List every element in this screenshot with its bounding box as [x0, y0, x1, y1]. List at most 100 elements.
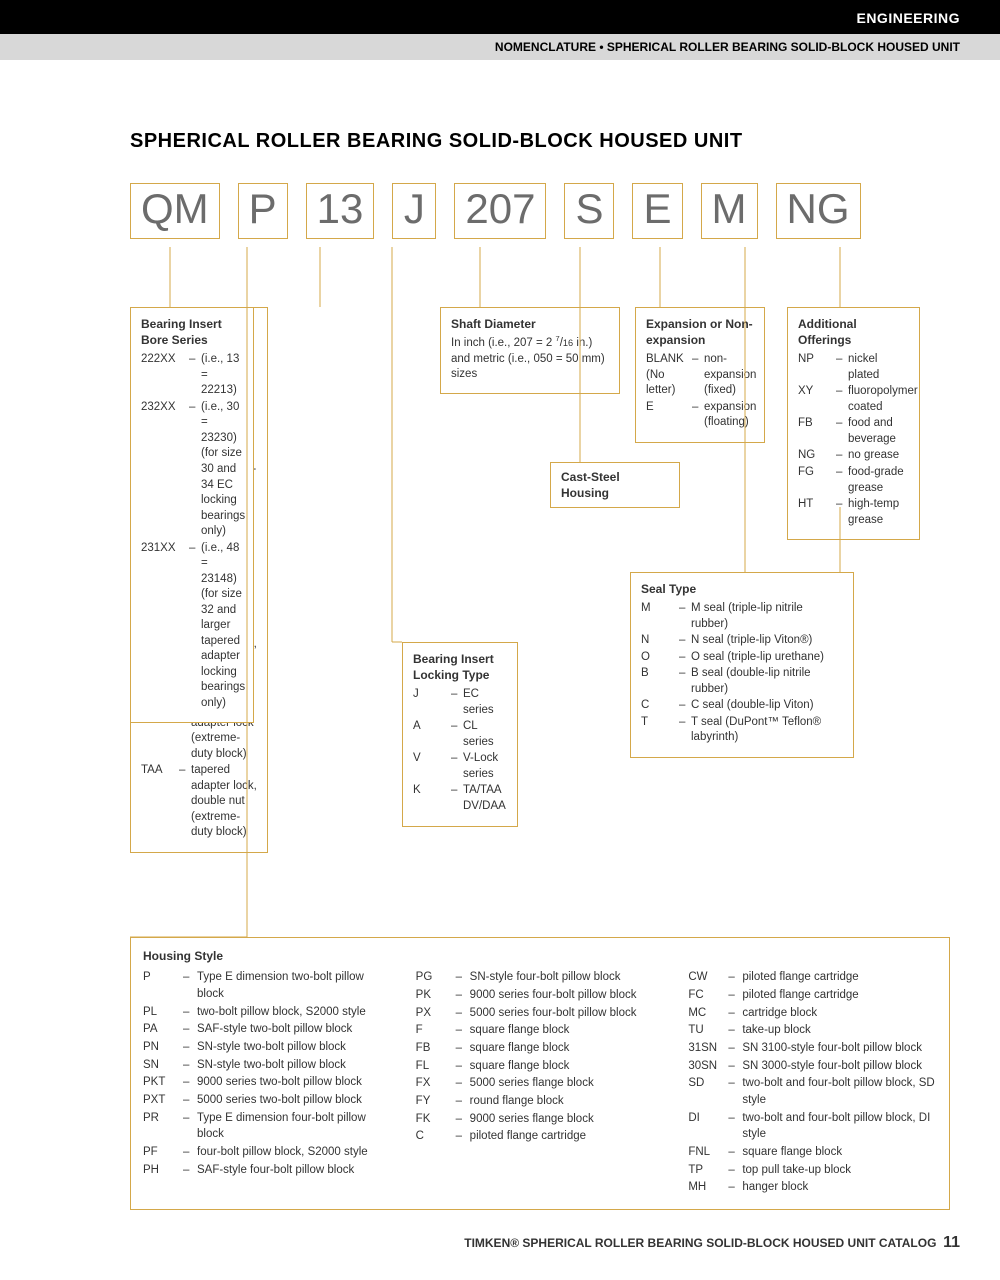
desc-item: 232XX – (i.e., 30 = 23230) (for size 30 …	[141, 400, 243, 540]
housing-text: piloted flange cartridge	[470, 1128, 665, 1145]
housing-text: SAF-style two-bolt pillow block	[197, 1021, 392, 1038]
desc-text: EC series	[463, 687, 507, 718]
desc-text: M seal (triple-lip nitrile rubber)	[691, 601, 843, 632]
housing-code: PR	[143, 1110, 183, 1143]
code-part-3: J	[392, 183, 436, 239]
subtitle-bar: NOMENCLATURE • SPHERICAL ROLLER BEARING …	[0, 34, 1000, 60]
code-part-0: QM	[130, 183, 220, 239]
housing-item: SN – SN-style two-bolt pillow block	[143, 1057, 392, 1074]
footer-text: TIMKEN® SPHERICAL ROLLER BEARING SOLID-B…	[464, 1236, 936, 1250]
housing-item: PG – SN-style four-bolt pillow block	[416, 969, 665, 986]
housing-code: PF	[143, 1144, 183, 1161]
desc-item: NG – no grease	[798, 448, 909, 464]
desc-text: food and beverage	[848, 416, 909, 447]
desc-item: FG – food-grade grease	[798, 465, 909, 496]
desc-text: food-grade grease	[848, 465, 909, 496]
housing-code: SD	[688, 1075, 728, 1108]
housing-code: PXT	[143, 1092, 183, 1109]
bore-series-box: Bearing Insert Bore Series 222XX – (i.e.…	[130, 307, 254, 723]
additional-title: Additional Offerings	[798, 316, 909, 348]
housing-text: two-bolt and four-bolt pillow block, DI …	[742, 1110, 937, 1143]
description-area: Locking Style QM – eccentric lock QA – c…	[130, 307, 950, 937]
housing-item: PF – four-bolt pillow block, S2000 style	[143, 1144, 392, 1161]
desc-text: (i.e., 13 = 22213)	[201, 352, 243, 399]
shaft-diameter-text: In inch (i.e., 207 = 2 7/16 in.) and met…	[451, 336, 609, 383]
desc-code: T	[641, 715, 679, 746]
desc-code: V	[413, 751, 451, 782]
housing-text: SN 3000-style four-bolt pillow block	[742, 1058, 937, 1075]
housing-item: PXT – 5000 series two-bolt pillow block	[143, 1092, 392, 1109]
desc-text: nickel plated	[848, 352, 909, 383]
section-label: ENGINEERING	[856, 10, 960, 26]
desc-text: O seal (triple-lip urethane)	[691, 650, 843, 666]
page-content: SPHERICAL ROLLER BEARING SOLID-BLOCK HOU…	[0, 60, 1000, 1210]
cast-steel-box: Cast-Steel Housing	[550, 462, 680, 508]
housing-code: SN	[143, 1057, 183, 1074]
locking-type-title: Bearing Insert Locking Type	[413, 651, 507, 683]
housing-text: SN-style four-bolt pillow block	[470, 969, 665, 986]
housing-text: 9000 series flange block	[470, 1111, 665, 1128]
housing-text: square flange block	[470, 1022, 665, 1039]
housing-item: 30SN – SN 3000-style four-bolt pillow bl…	[688, 1058, 937, 1075]
housing-code: FK	[416, 1111, 456, 1128]
housing-code: PX	[416, 1005, 456, 1022]
seal-type-title: Seal Type	[641, 581, 843, 597]
code-part-5: S	[564, 183, 614, 239]
desc-text: fluoropolymer coated	[848, 384, 918, 415]
housing-code: FX	[416, 1075, 456, 1092]
locking-type-box: Bearing Insert Locking Type J – EC serie…	[402, 642, 518, 827]
housing-item: PKT – 9000 series two-bolt pillow block	[143, 1074, 392, 1091]
housing-item: 31SN – SN 3100-style four-bolt pillow bl…	[688, 1040, 937, 1057]
desc-text: TA/TAA DV/DAA	[463, 783, 507, 814]
housing-item: PN – SN-style two-bolt pillow block	[143, 1039, 392, 1056]
housing-code: PG	[416, 969, 456, 986]
housing-text: top pull take-up block	[742, 1162, 937, 1179]
desc-code: NG	[798, 448, 836, 464]
housing-item: TP – top pull take-up block	[688, 1162, 937, 1179]
desc-item: HT – high-temp grease	[798, 497, 909, 528]
desc-text: (i.e., 48 = 23148) (for size 32 and larg…	[201, 541, 245, 712]
cast-steel-title: Cast-Steel Housing	[561, 469, 669, 501]
housing-item: FB – square flange block	[416, 1040, 665, 1057]
housing-text: cartridge block	[742, 1005, 937, 1022]
housing-item: PH – SAF-style four-bolt pillow block	[143, 1162, 392, 1179]
desc-code: 222XX	[141, 352, 189, 399]
code-part-6: E	[632, 183, 682, 239]
housing-code: MH	[688, 1179, 728, 1196]
housing-code: MC	[688, 1005, 728, 1022]
desc-item: C – C seal (double-lip Viton)	[641, 698, 843, 714]
housing-code: 31SN	[688, 1040, 728, 1057]
connector-lines	[130, 247, 950, 307]
expansion-item: E – expansion (floating)	[646, 400, 754, 431]
housing-code: C	[416, 1128, 456, 1145]
desc-item: XY – fluoropolymer coated	[798, 384, 909, 415]
housing-col-3: CW – piloted flange cartridge FC – pilot…	[688, 969, 937, 1197]
housing-code: PN	[143, 1039, 183, 1056]
expansion-box: Expansion or Non-expansion BLANK (No let…	[635, 307, 765, 443]
housing-text: 9000 series two-bolt pillow block	[197, 1074, 392, 1091]
desc-code: XY	[798, 384, 836, 415]
housing-text: round flange block	[470, 1093, 665, 1110]
housing-code: FNL	[688, 1144, 728, 1161]
housing-code: PL	[143, 1004, 183, 1021]
housing-text: SAF-style four-bolt pillow block	[197, 1162, 392, 1179]
housing-item: P – Type E dimension two-bolt pillow blo…	[143, 969, 392, 1002]
housing-style-title: Housing Style	[143, 948, 937, 965]
housing-text: 5000 series two-bolt pillow block	[197, 1092, 392, 1109]
desc-code: TAA	[141, 763, 179, 841]
housing-text: SN-style two-bolt pillow block	[197, 1057, 392, 1074]
housing-text: SN 3100-style four-bolt pillow block	[742, 1040, 937, 1057]
code-part-4: 207	[454, 183, 546, 239]
desc-text: tapered adapter lock, double nut (extrem…	[191, 763, 257, 841]
housing-text: SN-style two-bolt pillow block	[197, 1039, 392, 1056]
housing-item: PK – 9000 series four-bolt pillow block	[416, 987, 665, 1004]
housing-item: FL – square flange block	[416, 1058, 665, 1075]
housing-text: Type E dimension two-bolt pillow block	[197, 969, 392, 1002]
housing-item: PR – Type E dimension four-bolt pillow b…	[143, 1110, 392, 1143]
desc-item: M – M seal (triple-lip nitrile rubber)	[641, 601, 843, 632]
desc-code: A	[413, 719, 451, 750]
desc-text: CL series	[463, 719, 507, 750]
housing-item: TU – take-up block	[688, 1022, 937, 1039]
desc-item: J – EC series	[413, 687, 507, 718]
desc-code: NP	[798, 352, 836, 383]
